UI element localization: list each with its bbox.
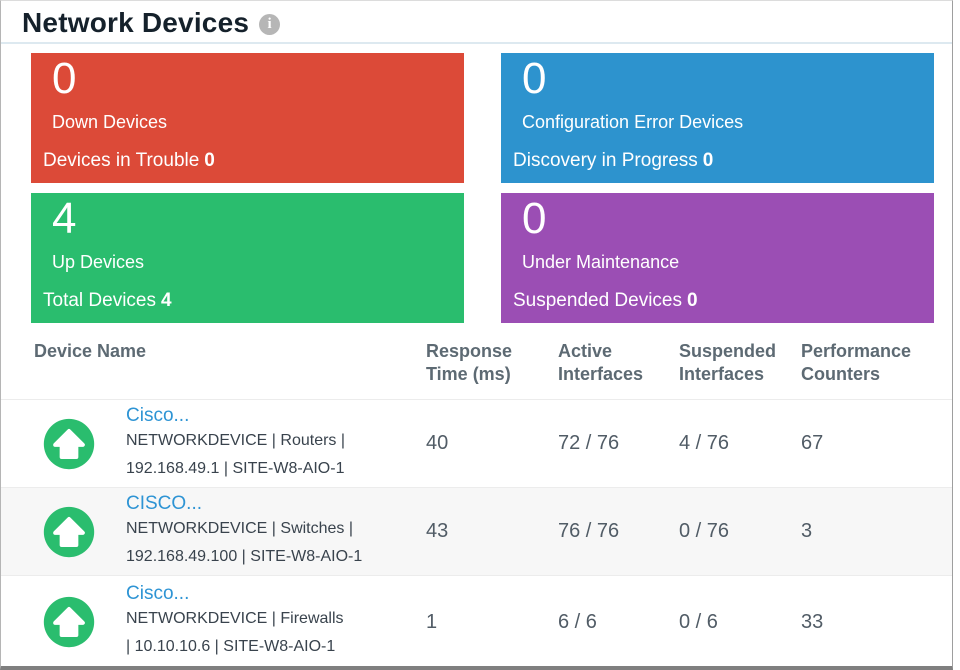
cell-active-interfaces: 6 / 6 [558,610,597,633]
cell-performance-counters: 3 [801,520,813,542]
device-name-link[interactable]: CISCO... [126,492,203,514]
cell-response-time: 43 [426,520,449,542]
device-name-cell: Cisco... NETWORKDEVICE | Firewalls | 10.… [31,583,426,661]
up-devices-label: Up Devices [52,252,145,272]
device-text: Cisco... NETWORKDEVICE | Routers | 192.1… [126,405,345,483]
status-up-icon [43,506,95,557]
configuration-error-label: Configuration Error Devices [522,112,744,132]
column-header-performance-counters: Performance Counters [801,341,912,384]
discovery-in-progress-label: Discovery in Progress [513,150,698,171]
table-row: Cisco... NETWORKDEVICE | Routers | 192.1… [1,399,952,487]
status-up-icon [43,418,95,469]
cell-active-interfaces: 76 / 76 [558,520,620,542]
card-configuration-error-devices[interactable]: 0 Configuration Error Devices Discovery … [501,53,934,183]
device-details-line2: | 10.10.10.6 | SITE-W8-AIO-1 [126,638,336,655]
down-devices-count: 0 [52,54,77,103]
suspended-devices-count: 0 [687,290,698,311]
device-details-line1: NETWORKDEVICE | Firewalls [126,610,344,627]
total-devices-label: Total Devices [43,290,156,311]
page-header: Network Devices i [1,1,952,44]
devices-in-trouble-label: Devices in Trouble [43,150,200,171]
table-header: Device Name Response Time (ms) Active In… [1,333,952,399]
cell-suspended-interfaces: 4 / 76 [679,432,730,454]
discovery-in-progress-count: 0 [702,150,714,171]
table-row: CISCO... NETWORKDEVICE | Switches | 192.… [1,487,952,575]
cell-response-time: 1 [426,610,438,633]
total-devices-count: 4 [161,290,172,311]
card-under-maintenance[interactable]: 0 Under Maintenance Suspended Devices 0 [501,193,934,323]
cell-performance-counters: 67 [801,432,824,454]
cell-active-interfaces: 72 / 76 [558,432,620,454]
total-devices: Total Devices 4 [43,290,172,312]
cell-response-time: 40 [426,432,449,454]
device-text: CISCO... NETWORKDEVICE | Switches | 192.… [126,493,362,571]
card-down-devices[interactable]: 0 Down Devices Devices in Trouble 0 [31,53,464,183]
column-header-response-time: Response Time (ms) [426,341,513,384]
card-up-devices[interactable]: 4 Up Devices Total Devices 4 [31,193,464,323]
summary-cards: 0 Down Devices Devices in Trouble 0 0 Con… [31,53,934,323]
device-text: Cisco... NETWORKDEVICE | Firewalls | 10.… [126,583,344,661]
info-icon[interactable]: i [259,13,281,35]
under-maintenance-count: 0 [522,194,547,243]
device-details-line1: NETWORKDEVICE | Routers | [126,431,346,449]
cell-suspended-interfaces: 0 / 76 [679,520,730,542]
device-name-cell: CISCO... NETWORKDEVICE | Switches | 192.… [31,493,426,571]
status-up-icon [43,596,95,648]
device-details-line2: 192.168.49.100 | SITE-W8-AIO-1 [126,547,363,565]
suspended-devices-label: Suspended Devices [513,290,682,311]
devices-in-trouble: Devices in Trouble 0 [43,150,215,172]
device-name-link[interactable]: Cisco... [126,583,190,604]
suspended-devices: Suspended Devices 0 [513,290,698,312]
down-devices-label: Down Devices [52,112,168,132]
column-header-suspended-interfaces: Suspended Interfaces [679,341,777,384]
cell-suspended-interfaces: 0 / 6 [679,610,718,633]
up-devices-count: 4 [52,194,77,243]
device-details-line1: NETWORKDEVICE | Switches | [126,519,354,537]
configuration-error-count: 0 [522,54,547,103]
devices-in-trouble-count: 0 [204,150,215,171]
under-maintenance-label: Under Maintenance [522,252,680,272]
page-title: Network Devices [22,6,250,38]
device-name-cell: Cisco... NETWORKDEVICE | Routers | 192.1… [31,405,426,483]
devices-table: Device Name Response Time (ms) Active In… [1,333,952,666]
column-header-active-interfaces: Active Interfaces [558,341,644,384]
device-name-link[interactable]: Cisco... [126,404,190,426]
discovery-in-progress: Discovery in Progress 0 [513,150,713,172]
table-row: Cisco... NETWORKDEVICE | Firewalls | 10.… [1,575,952,666]
column-header-device-name: Device Name [34,341,147,361]
device-details-line2: 192.168.49.1 | SITE-W8-AIO-1 [126,459,345,477]
info-icon-glyph: i [267,15,272,32]
cell-performance-counters: 33 [801,610,824,633]
